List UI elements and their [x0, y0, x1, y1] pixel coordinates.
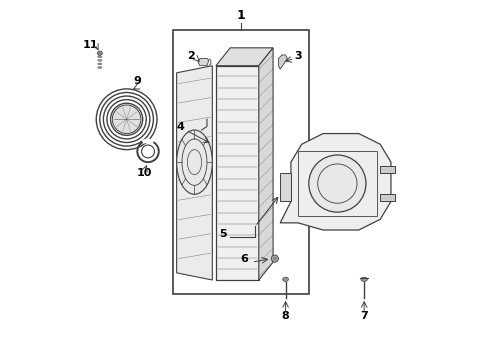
Text: 1: 1: [236, 9, 245, 22]
Text: 4: 4: [176, 122, 184, 132]
Polygon shape: [176, 66, 212, 280]
Text: 2: 2: [186, 50, 194, 60]
Text: 11: 11: [83, 40, 99, 50]
Ellipse shape: [98, 67, 102, 68]
Text: 6: 6: [240, 254, 248, 264]
Circle shape: [272, 257, 276, 260]
Text: 5: 5: [219, 229, 226, 239]
Polygon shape: [198, 59, 208, 66]
Polygon shape: [216, 48, 272, 66]
Polygon shape: [380, 166, 394, 173]
Text: 3: 3: [294, 50, 301, 60]
Ellipse shape: [98, 59, 102, 61]
Polygon shape: [380, 194, 394, 202]
Ellipse shape: [282, 277, 288, 282]
Text: 10: 10: [137, 168, 152, 179]
Text: 9: 9: [133, 76, 141, 86]
Bar: [216, 66, 258, 280]
Text: 7: 7: [360, 311, 367, 321]
Ellipse shape: [97, 51, 102, 55]
Text: 8: 8: [281, 311, 289, 321]
Polygon shape: [258, 48, 272, 280]
Circle shape: [112, 105, 141, 134]
Ellipse shape: [360, 277, 366, 282]
Ellipse shape: [176, 130, 212, 194]
Polygon shape: [278, 55, 287, 69]
Ellipse shape: [98, 56, 102, 58]
Polygon shape: [280, 173, 290, 202]
Polygon shape: [280, 134, 390, 230]
Circle shape: [308, 155, 365, 212]
Ellipse shape: [98, 63, 102, 65]
Circle shape: [271, 255, 278, 262]
Bar: [173, 30, 308, 294]
